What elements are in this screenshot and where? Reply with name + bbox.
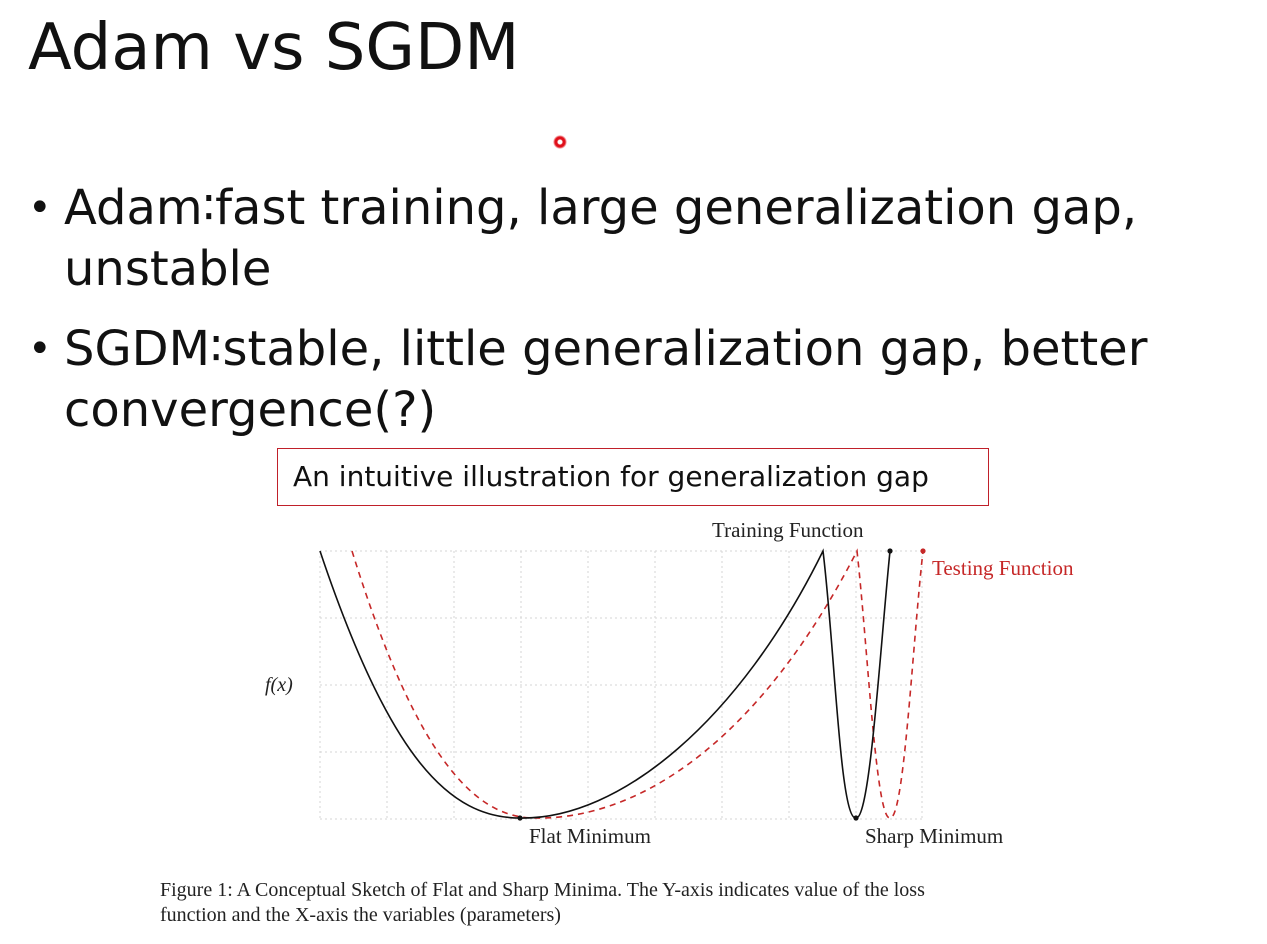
sharp-minimum-label: Sharp Minimum [865,824,1003,848]
sharp-minimum-marker [853,815,859,821]
caption-line-1: Figure 1: A Conceptual Sketch of Flat an… [160,879,925,901]
training-function-label: Training Function [712,518,864,542]
bullet-marker: • [28,326,52,372]
training-function-curve [319,548,891,819]
flat-minimum-marker [517,815,523,821]
flat-minimum-label: Flat Minimum [529,824,651,848]
laser-pointer-dot [553,135,567,149]
testing-function-marker [920,548,926,554]
bullet-list: • Adam∶fast training, large generalizati… [28,178,1258,460]
callout-text: An intuitive illustration for generaliza… [293,460,929,493]
training-function-marker [887,548,893,554]
bullet-marker: • [28,185,52,231]
bullet-text: Adam∶fast training, large generalization… [64,180,1138,297]
y-axis-label: f(x) [265,674,293,696]
testing-function-curve [351,548,924,819]
slide-title: Adam vs SGDM [28,11,520,85]
plot-grid [319,550,923,820]
bullet-sgdm: • SGDM∶stable, little generalization gap… [28,319,1258,441]
callout-box: An intuitive illustration for generaliza… [277,448,989,506]
testing-function-label: Testing Function [932,556,1074,580]
bullet-adam: • Adam∶fast training, large generalizati… [28,178,1258,300]
figure-caption: Figure 1: A Conceptual Sketch of Flat an… [160,878,1120,928]
caption-line-2: function and the X-axis the variables (p… [160,904,561,926]
bullet-text: SGDM∶stable, little generalization gap, … [64,321,1148,438]
